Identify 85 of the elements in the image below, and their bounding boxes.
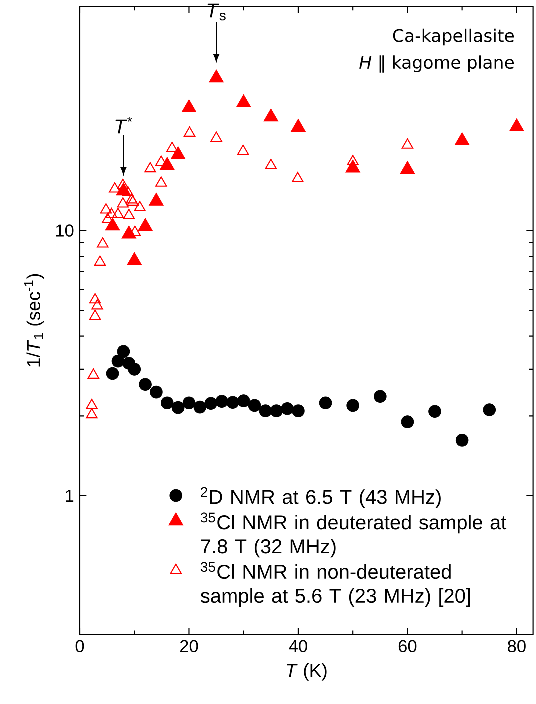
- point: [346, 399, 360, 412]
- point: [248, 399, 262, 412]
- point: [144, 162, 156, 173]
- point: [226, 396, 240, 409]
- point: [94, 256, 106, 266]
- point: [401, 416, 414, 428]
- point: [139, 378, 152, 392]
- point: [134, 201, 146, 212]
- point: [172, 401, 185, 414]
- point: [105, 218, 120, 231]
- point: [237, 144, 250, 156]
- point: [194, 400, 207, 414]
- legend-label: $^{2}$D NMR at 6.5 T (43 MHz): [201, 487, 441, 508]
- legend-label: $^{35}$Cl NMR in deuterated sample at 7.8 T (32 MHz): [200, 512, 507, 558]
- point: [126, 193, 138, 204]
- point: [128, 363, 142, 376]
- point: [106, 367, 120, 380]
- annotation: Ca-kapellasite: [393, 28, 514, 46]
- point: [182, 396, 196, 410]
- point: [86, 408, 98, 419]
- point: [117, 178, 129, 190]
- point: [89, 310, 102, 320]
- point: [86, 399, 98, 410]
- point: [123, 209, 135, 220]
- annotation: T$^{*}$: [116, 117, 133, 134]
- point: [292, 172, 304, 182]
- point: [210, 132, 222, 142]
- point: [270, 404, 284, 418]
- point: [236, 94, 252, 108]
- point: [117, 197, 129, 208]
- point: [106, 208, 118, 218]
- point: [237, 394, 250, 408]
- x-tick-label: 80: [508, 640, 526, 653]
- point: [156, 176, 168, 187]
- y-tick-label: 10: [56, 224, 74, 237]
- point: [259, 404, 272, 418]
- point: [182, 100, 197, 113]
- point: [510, 118, 524, 132]
- point: [160, 157, 175, 170]
- x-tick-label: 0: [76, 640, 84, 653]
- point: [374, 390, 387, 404]
- x-axis-title: T (K): [287, 663, 327, 681]
- point: [127, 196, 139, 206]
- point: [117, 345, 130, 358]
- point: [150, 386, 163, 399]
- point: [265, 159, 278, 170]
- point: [122, 186, 134, 196]
- point: [92, 299, 104, 310]
- legend-label: $^{35}$Cl NMR in non-deuterated sample at 5.6 T (23 MHz) [20]: [200, 562, 470, 608]
- point: [100, 203, 112, 214]
- point: [346, 160, 361, 173]
- point: [400, 161, 416, 174]
- annotation: T$_{s}$: [208, 4, 226, 21]
- point: [209, 70, 224, 83]
- y-tick-label: 1: [66, 490, 74, 502]
- point: [160, 396, 174, 410]
- point: [88, 368, 100, 379]
- point: [170, 146, 186, 160]
- x-tick-label: 20: [180, 640, 198, 653]
- point: [292, 404, 305, 418]
- point: [89, 293, 102, 304]
- point: [109, 182, 121, 193]
- point: [483, 404, 496, 416]
- point: [127, 252, 142, 266]
- point: [166, 142, 178, 152]
- x-tick-label: 40: [289, 640, 308, 653]
- point: [204, 397, 218, 410]
- point: [347, 155, 359, 166]
- point: [264, 108, 279, 122]
- point: [216, 395, 228, 408]
- point: [428, 405, 442, 418]
- point: [184, 126, 196, 137]
- point: [281, 402, 294, 416]
- point: [402, 138, 414, 149]
- point: [291, 119, 306, 132]
- point: [138, 218, 153, 232]
- point: [319, 396, 332, 410]
- point: [149, 192, 164, 206]
- x-tick-label: 60: [398, 640, 417, 653]
- point: [112, 208, 124, 218]
- point: [454, 132, 470, 146]
- point: [97, 238, 109, 248]
- point: [456, 434, 469, 447]
- annotation: H ‖ kagome plane: [360, 56, 514, 73]
- y-axis-title: 1/T$_{1}$ (sec$^{-1}$): [24, 274, 44, 367]
